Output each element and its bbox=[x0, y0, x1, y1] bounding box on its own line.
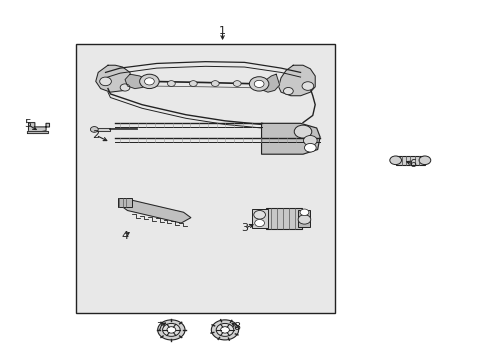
Circle shape bbox=[211, 320, 238, 340]
Circle shape bbox=[294, 125, 311, 138]
Polygon shape bbox=[125, 74, 147, 89]
Circle shape bbox=[166, 327, 175, 333]
Circle shape bbox=[298, 215, 310, 224]
Circle shape bbox=[233, 81, 241, 86]
Circle shape bbox=[167, 81, 175, 86]
Circle shape bbox=[162, 323, 180, 336]
Text: 7: 7 bbox=[155, 322, 163, 332]
Text: 2: 2 bbox=[92, 130, 99, 140]
Circle shape bbox=[302, 82, 313, 90]
Text: 8: 8 bbox=[233, 322, 240, 332]
Circle shape bbox=[189, 81, 197, 86]
Polygon shape bbox=[28, 123, 49, 134]
Bar bbox=[395, 156, 424, 165]
Circle shape bbox=[90, 127, 98, 132]
Circle shape bbox=[120, 84, 130, 91]
Circle shape bbox=[100, 77, 111, 86]
Circle shape bbox=[253, 211, 265, 219]
Bar bbox=[298, 211, 310, 226]
Bar bbox=[118, 198, 132, 207]
Bar bbox=[266, 208, 301, 229]
Circle shape bbox=[303, 135, 317, 145]
Bar bbox=[251, 209, 267, 228]
Text: 6: 6 bbox=[408, 159, 415, 169]
Polygon shape bbox=[261, 123, 320, 154]
Text: 4: 4 bbox=[121, 231, 128, 240]
Bar bbox=[76, 44, 334, 313]
Text: 5: 5 bbox=[24, 120, 31, 129]
Circle shape bbox=[254, 80, 264, 87]
Circle shape bbox=[144, 78, 154, 85]
Text: 3: 3 bbox=[241, 224, 247, 233]
Circle shape bbox=[283, 87, 293, 95]
Polygon shape bbox=[120, 200, 190, 223]
Circle shape bbox=[300, 209, 308, 216]
Circle shape bbox=[140, 74, 159, 89]
Circle shape bbox=[211, 81, 219, 86]
Polygon shape bbox=[278, 65, 315, 96]
Text: 1: 1 bbox=[219, 26, 225, 36]
Circle shape bbox=[158, 320, 184, 340]
Circle shape bbox=[304, 143, 316, 152]
Circle shape bbox=[249, 77, 268, 91]
Polygon shape bbox=[96, 128, 110, 131]
Circle shape bbox=[220, 327, 229, 333]
Polygon shape bbox=[96, 65, 132, 92]
Circle shape bbox=[389, 156, 401, 165]
Polygon shape bbox=[261, 74, 279, 92]
Circle shape bbox=[418, 156, 430, 165]
Polygon shape bbox=[26, 131, 48, 134]
Circle shape bbox=[216, 323, 233, 336]
Circle shape bbox=[254, 220, 264, 226]
